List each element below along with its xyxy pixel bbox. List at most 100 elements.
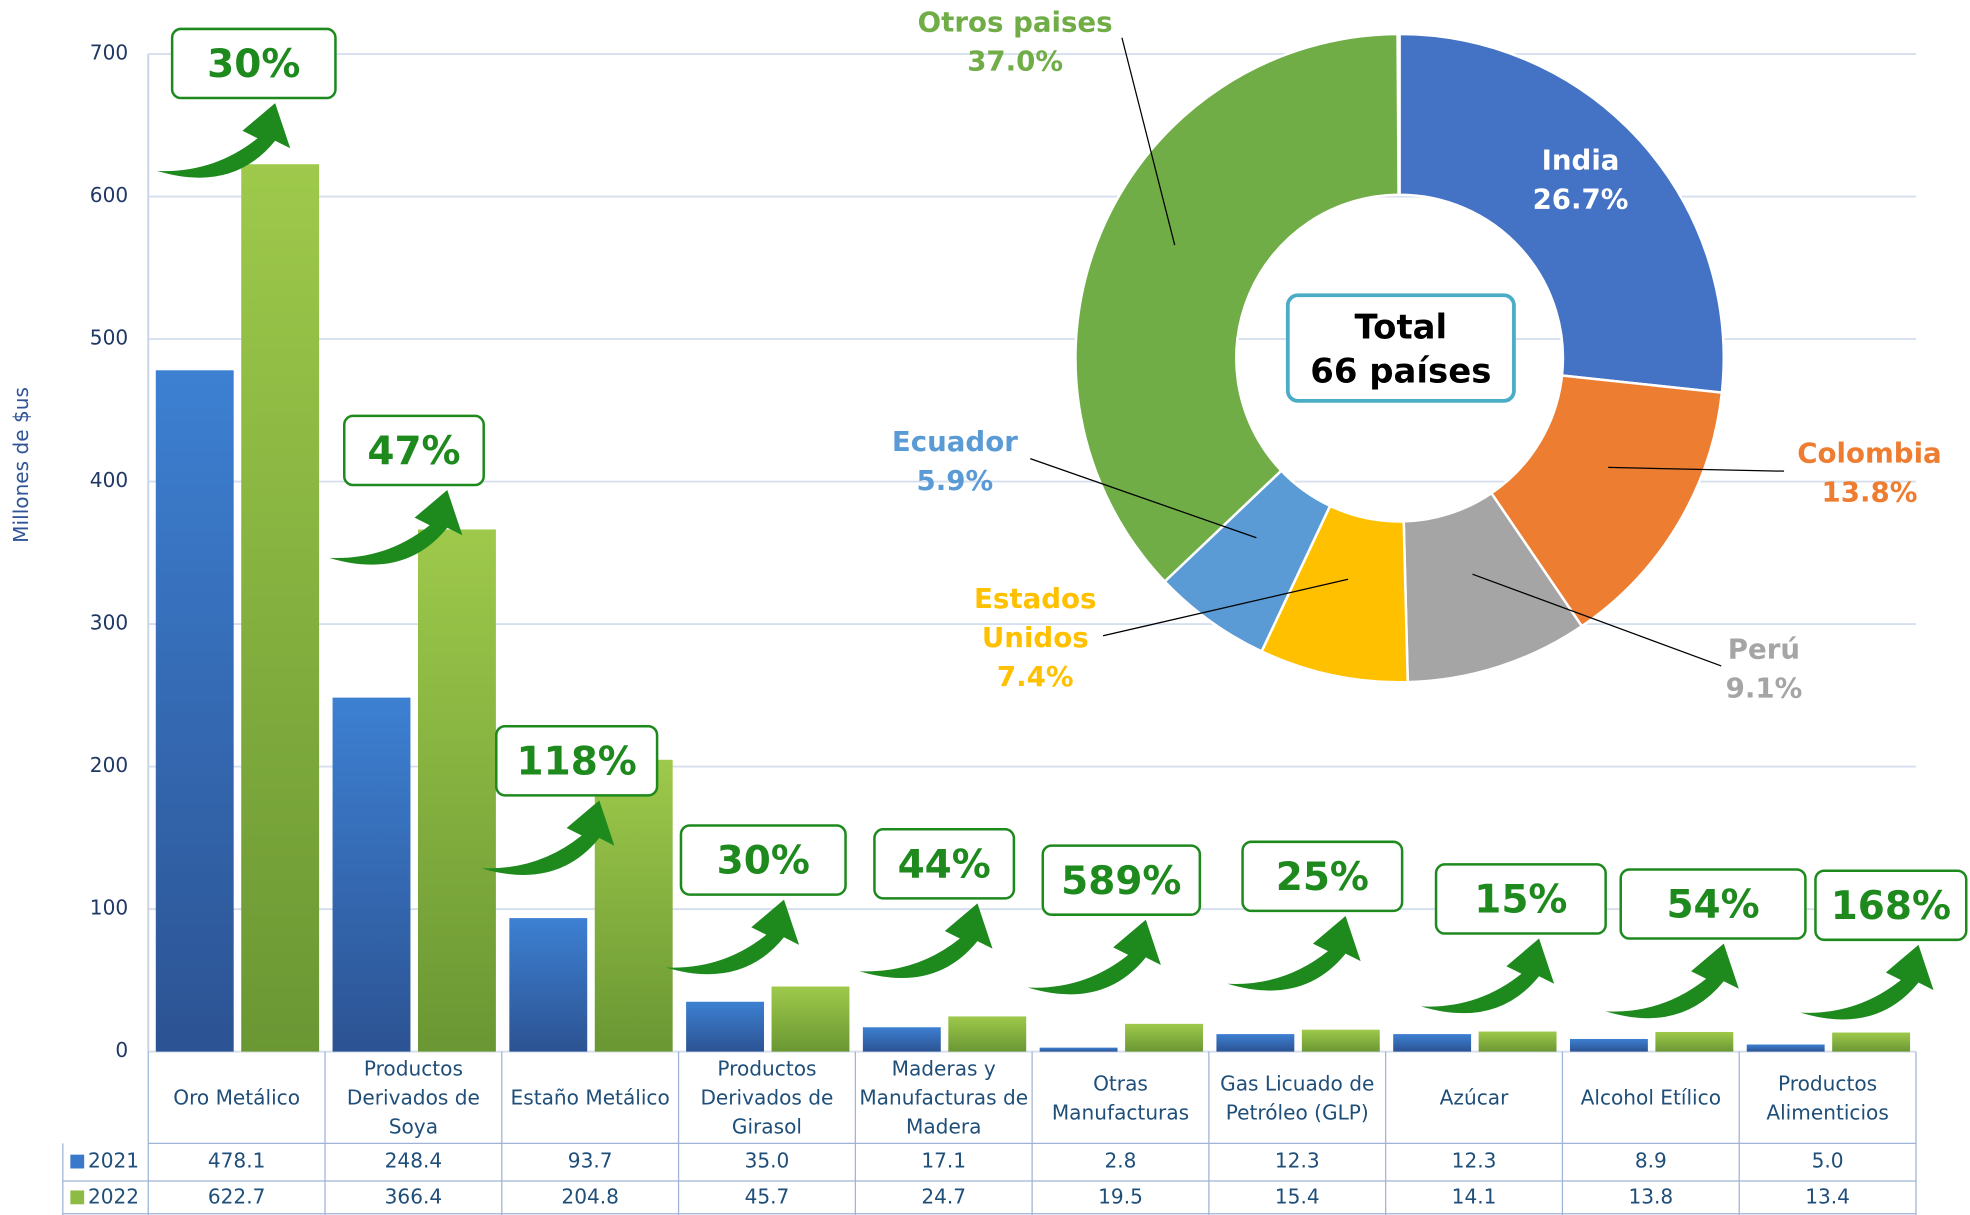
- x-tick-label-box: Alcohol Etílico: [1564, 1053, 1738, 1142]
- bar: [1302, 1030, 1380, 1052]
- growth-label: 54%: [1666, 883, 1759, 928]
- growth-arrow: [1606, 944, 1739, 1019]
- x-tick-label-box: Estaño Metálico: [503, 1053, 677, 1142]
- growth-arrow: [666, 900, 799, 975]
- data-label: 2.8: [1105, 1149, 1137, 1173]
- data-label: 204.8: [561, 1184, 619, 1208]
- x-tick-label-box: Oro Metálico: [150, 1053, 324, 1142]
- bar: [1479, 1032, 1557, 1052]
- growth-label: 168%: [1831, 884, 1951, 929]
- pie-value-box: 13.8%: [1763, 474, 1970, 514]
- bar: [948, 1016, 1026, 1051]
- growth-label: 30%: [207, 42, 300, 87]
- growth-arrow: [481, 800, 614, 875]
- pie-value-label: 7.4%: [928, 658, 1142, 697]
- data-label: 12.3: [1452, 1149, 1497, 1173]
- pie-value-label: 37.0%: [908, 43, 1122, 82]
- data-label: 24.7: [921, 1184, 966, 1208]
- pie-label-box: Ecuador: [848, 423, 1062, 463]
- pie-value-box: 9.1%: [1657, 670, 1871, 710]
- x-tick-label-box: Otras Manufacturas: [1033, 1053, 1207, 1142]
- pie-label: India: [1474, 142, 1688, 181]
- data-label: 8.9: [1635, 1149, 1667, 1173]
- pie-value-label: 26.7%: [1474, 181, 1688, 220]
- growth-label: 15%: [1474, 878, 1567, 923]
- pie-label-box: Estados Unidos: [928, 580, 1142, 660]
- x-tick-label: Gas Licuado de Petróleo (GLP): [1210, 1053, 1384, 1142]
- growth-arrow: [1028, 920, 1161, 995]
- data-label: 93.7: [568, 1149, 613, 1173]
- y-tick-label: 100: [90, 896, 128, 920]
- x-tick-label: Azúcar: [1387, 1053, 1561, 1142]
- y-tick-label: 0: [115, 1038, 128, 1062]
- y-axis-label: Millones de $us: [9, 387, 33, 543]
- bar: [241, 164, 319, 1051]
- data-label: 478.1: [208, 1149, 266, 1173]
- y-tick-label: 600: [90, 183, 128, 207]
- pie-label-box: Colombia: [1763, 435, 1970, 475]
- chart: Millones de $us 0100200300400500600700Or…: [0, 0, 1970, 1215]
- growth-label: 30%: [717, 839, 810, 884]
- pie-value-label: 13.8%: [1763, 474, 1970, 513]
- data-label: 622.7: [208, 1184, 266, 1208]
- pie-value-box: 37.0%: [908, 43, 1122, 83]
- growth-arrow: [1227, 916, 1360, 991]
- bar: [1832, 1033, 1910, 1052]
- y-tick-label: 400: [90, 468, 128, 492]
- pie-label: Estados Unidos: [928, 580, 1142, 658]
- data-label: 17.1: [921, 1149, 966, 1173]
- data-label: 13.4: [1805, 1184, 1850, 1208]
- bar: [863, 1027, 941, 1051]
- data-label: 366.4: [385, 1184, 443, 1208]
- pie-label: Otros paises: [908, 4, 1122, 43]
- x-tick-label: Estaño Metálico: [503, 1053, 677, 1142]
- growth-arrow: [1421, 939, 1554, 1014]
- pie-value-box: 7.4%: [928, 658, 1142, 698]
- bar: [1655, 1032, 1733, 1052]
- bar: [1125, 1024, 1203, 1052]
- growth-arrow: [1800, 945, 1933, 1020]
- pie-label: Ecuador: [848, 423, 1062, 462]
- center-text: Total: [1355, 308, 1448, 347]
- data-label: 13.8: [1628, 1184, 1673, 1208]
- x-tick-label-box: Maderas y Manufacturas de Madera: [857, 1053, 1031, 1142]
- pie-value-box: 26.7%: [1474, 181, 1688, 221]
- data-label: 5.0: [1812, 1149, 1844, 1173]
- x-tick-label-box: Productos Derivados de Girasol: [680, 1053, 854, 1142]
- growth-label: 589%: [1061, 859, 1181, 904]
- growth-arrow: [859, 903, 992, 978]
- pie-value-label: 5.9%: [848, 462, 1062, 501]
- growth-label: 47%: [367, 429, 460, 474]
- x-tick-label-box: Productos Alimenticios: [1740, 1053, 1914, 1142]
- bar: [418, 529, 496, 1051]
- x-tick-label: Alcohol Etílico: [1564, 1053, 1738, 1142]
- x-tick-label-box: Azúcar: [1387, 1053, 1561, 1142]
- bar: [686, 1002, 764, 1052]
- bar: [1040, 1048, 1118, 1052]
- data-label: 14.1: [1452, 1184, 1497, 1208]
- growth-label: 25%: [1276, 855, 1369, 900]
- legend-label: 2022: [88, 1184, 139, 1208]
- bar: [1570, 1039, 1648, 1052]
- x-tick-label: Oro Metálico: [150, 1053, 324, 1142]
- data-label: 248.4: [385, 1149, 443, 1173]
- bar: [1393, 1034, 1471, 1052]
- pie-label-box: India: [1474, 142, 1688, 182]
- center-text: 66 países: [1310, 352, 1491, 391]
- growth-label: 44%: [898, 842, 991, 887]
- pie-value-box: 5.9%: [848, 462, 1062, 502]
- data-label: 45.7: [745, 1184, 790, 1208]
- x-tick-label: Otras Manufacturas: [1033, 1053, 1207, 1142]
- pie-label: Perú: [1657, 631, 1871, 670]
- legend-swatch: [70, 1190, 84, 1204]
- bar: [1747, 1045, 1825, 1052]
- page: {"chart_data": [ {"type": "bar", "y_labe…: [0, 0, 1970, 1215]
- pie-label-box: Otros paises: [908, 4, 1122, 44]
- pie-value-label: 9.1%: [1657, 670, 1871, 709]
- bar: [595, 760, 673, 1052]
- y-tick-label: 700: [90, 41, 128, 65]
- data-label: 19.5: [1098, 1184, 1143, 1208]
- bar: [156, 370, 234, 1051]
- bar: [509, 918, 587, 1052]
- x-tick-label: Productos Derivados de Soya: [326, 1053, 500, 1142]
